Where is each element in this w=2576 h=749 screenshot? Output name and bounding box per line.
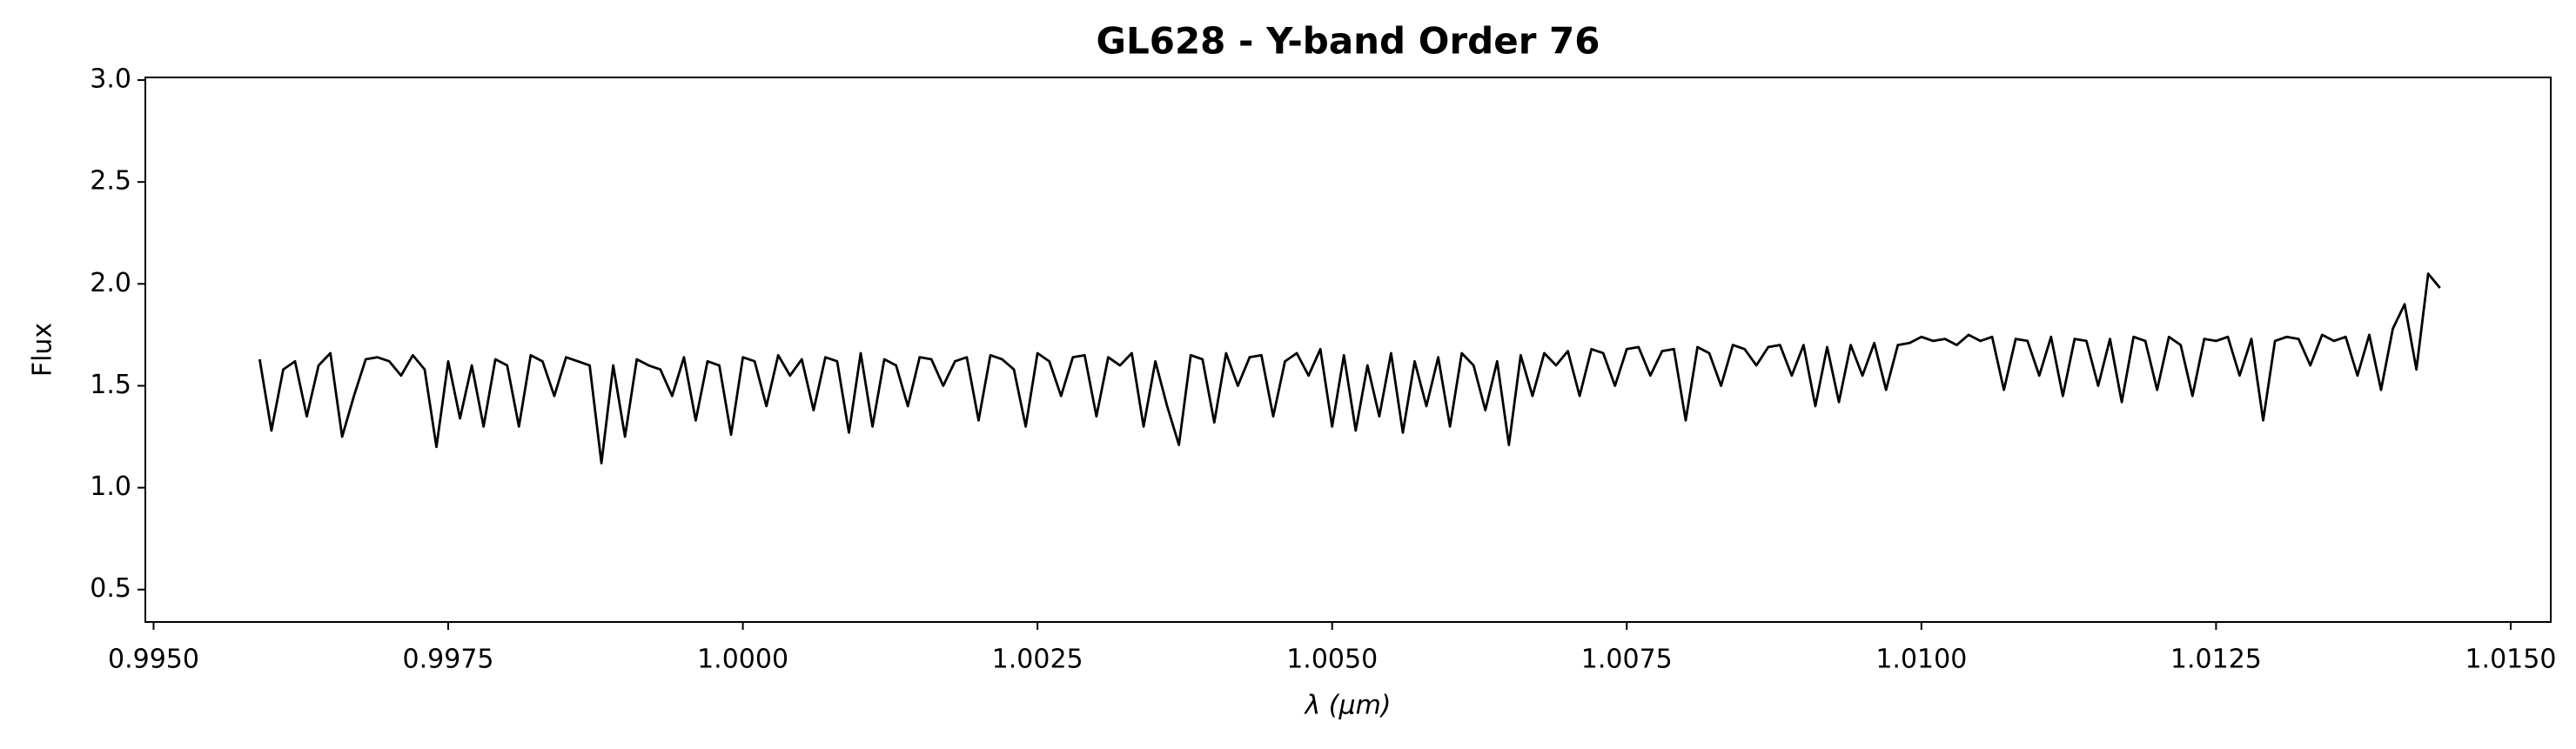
- x-tick-label: 1.0000: [697, 645, 788, 675]
- x-tick-label: 0.9975: [403, 645, 494, 675]
- x-tick-label: 1.0125: [2170, 645, 2262, 675]
- x-tick-label: 1.0050: [1286, 645, 1378, 675]
- y-tick-label: 0.5: [90, 573, 131, 604]
- x-tick-label: 1.0025: [992, 645, 1083, 675]
- y-tick-label: 3.0: [90, 64, 131, 95]
- spectrum-line: [258, 272, 2441, 465]
- y-tick-label: 2.0: [90, 268, 131, 298]
- y-axis-label: Flux: [28, 323, 58, 377]
- plot-frame: [144, 77, 2552, 623]
- x-tick-label: 0.9950: [108, 645, 199, 675]
- y-tick-label: 1.0: [90, 471, 131, 502]
- y-tick-label: 1.5: [90, 370, 131, 400]
- x-tick-label: 1.0075: [1581, 645, 1673, 675]
- y-tick-label: 2.5: [90, 166, 131, 197]
- x-axis-label: λ (μm): [1303, 691, 1391, 721]
- x-tick-label: 1.0150: [2465, 645, 2556, 675]
- x-tick-label: 1.0100: [1875, 645, 1967, 675]
- chart-title: GL628 - Y-band Order 76: [1097, 20, 1600, 63]
